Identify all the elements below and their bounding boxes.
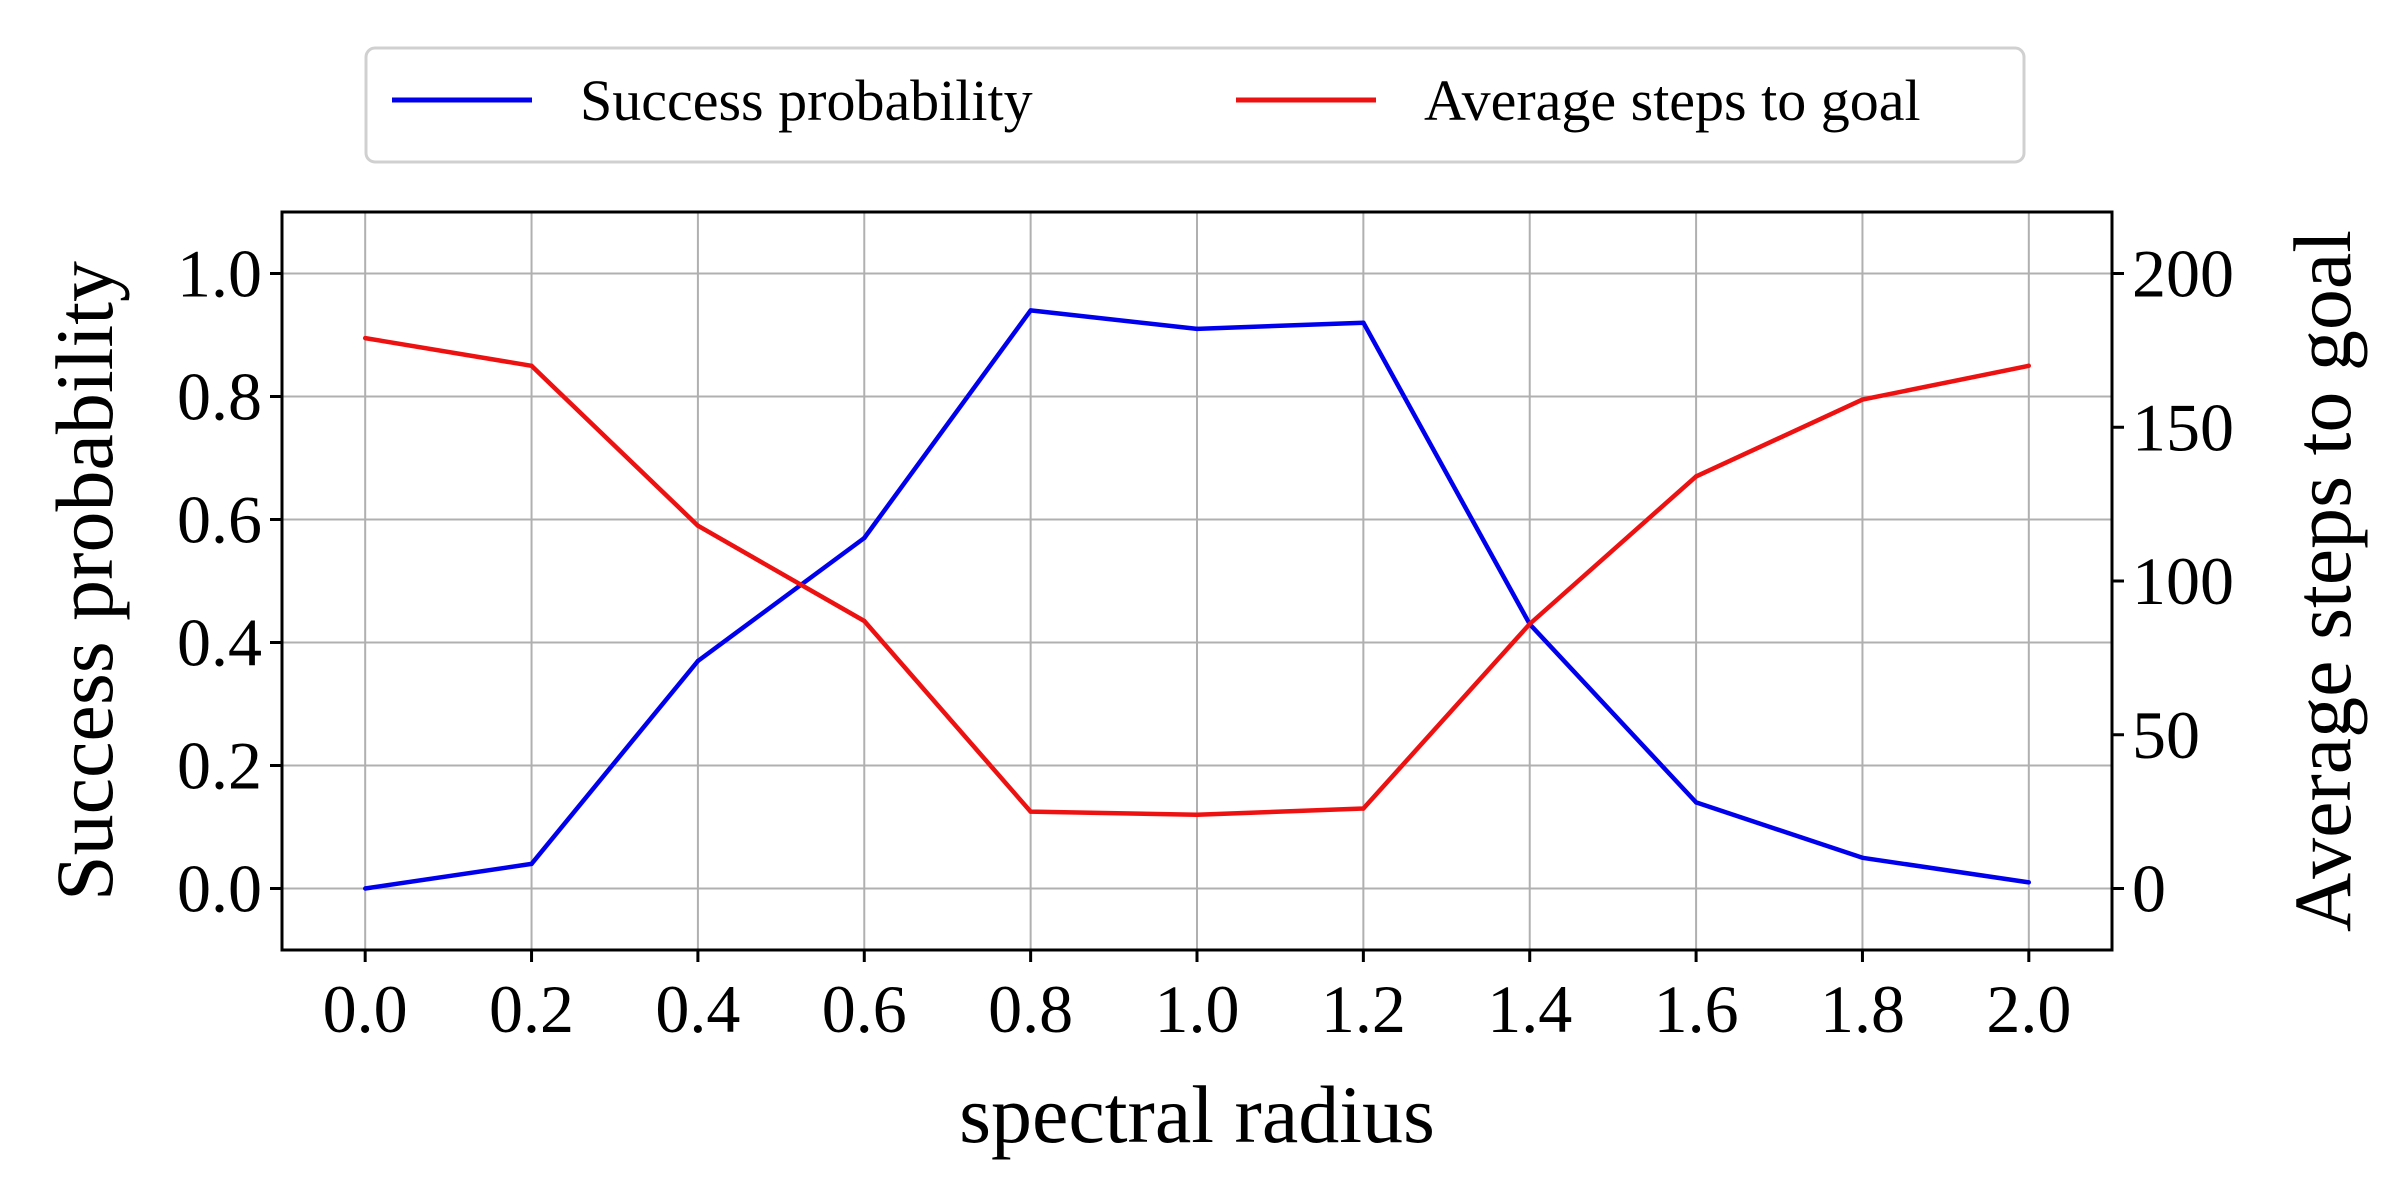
y-left-tick-label: 0.2 (177, 728, 262, 804)
data-point-average-steps (1361, 806, 1366, 811)
x-tick-label: 1.6 (1654, 971, 1739, 1047)
data-point-success-probability (362, 886, 368, 891)
grid (282, 212, 2112, 950)
y-left-tick-label: 0.6 (177, 482, 262, 558)
data-point-success-probability (862, 535, 867, 541)
data-point-average-steps (1860, 397, 1865, 402)
legend-box (364, 46, 2026, 164)
data-point-average-steps (529, 363, 534, 368)
x-tick-label: 0.0 (323, 971, 408, 1047)
legend-label-average-steps: Average steps to goal (1424, 68, 1921, 133)
data-point-average-steps (1194, 812, 1200, 817)
data-point-success-probability (2026, 880, 2032, 885)
legend-label-success-probability: Success probability (580, 68, 1033, 133)
data-point-success-probability (1028, 308, 1033, 313)
data-point-success-probability (1693, 800, 1699, 805)
data-point-average-steps (862, 618, 867, 624)
data-point-success-probability (695, 658, 701, 664)
data-point-average-steps (1693, 474, 1699, 479)
x-tick-label: 1.8 (1820, 971, 1905, 1047)
y-right-tick-label: 100 (2132, 543, 2234, 619)
x-tick-label: 1.0 (1155, 971, 1240, 1047)
x-tick-label: 0.6 (822, 971, 907, 1047)
data-point-success-probability (1194, 326, 1200, 332)
x-tick-label: 1.4 (1487, 971, 1572, 1047)
data-point-success-probability (1860, 855, 1865, 860)
data-point-average-steps (362, 335, 368, 341)
data-point-average-steps (695, 523, 701, 528)
y-left-tick-label: 1.0 (177, 236, 262, 312)
data-point-average-steps (1028, 809, 1033, 814)
y-right-tick-label: 0 (2132, 851, 2166, 927)
data-point-average-steps (2026, 363, 2032, 368)
x-tick-label: 1.2 (1321, 971, 1406, 1047)
y-left-tick-label: 0.0 (177, 851, 262, 927)
y-right-tick-label: 200 (2132, 236, 2234, 312)
x-tick-label: 0.2 (489, 971, 574, 1047)
series-layer (362, 308, 2032, 891)
y-right-axis-ticks: 0 50 100 150 200 (2112, 236, 2234, 927)
data-point-average-steps (1527, 621, 1532, 627)
x-axis-title: spectral radius (959, 1069, 1435, 1160)
data-point-success-probability (529, 861, 534, 867)
x-tick-label: 0.8 (988, 971, 1073, 1047)
x-axis-ticks: 0.0 0.2 0.4 0.6 0.8 1.0 1.2 1.4 1.6 1.8 2.0 (323, 950, 2071, 1047)
y-left-tick-label: 0.4 (177, 605, 262, 681)
data-point-success-probability (1361, 320, 1366, 325)
y-left-axis-ticks: 0.0 0.2 0.4 0.6 0.8 1.0 (177, 236, 282, 927)
y-right-tick-label: 150 (2132, 389, 2234, 465)
x-tick-label: 0.4 (655, 971, 740, 1047)
y-left-axis-title: Success probability (39, 261, 130, 901)
y-right-axis-title: Average steps to goal (2277, 230, 2368, 932)
x-tick-label: 2.0 (1986, 971, 2071, 1047)
legend: Success probability Average steps to goa… (364, 46, 2026, 164)
y-left-tick-label: 0.8 (177, 359, 262, 435)
y-right-tick-label: 50 (2132, 697, 2200, 773)
